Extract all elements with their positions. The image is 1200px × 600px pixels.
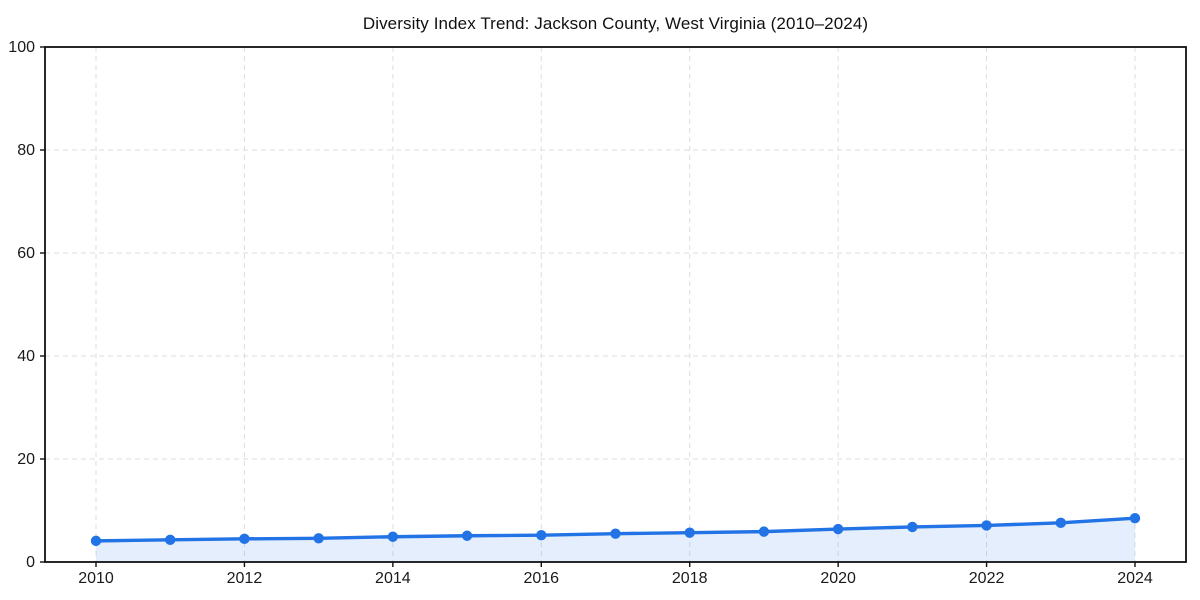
y-tick-label: 60	[17, 245, 35, 262]
data-point	[832, 523, 844, 535]
y-tick-label: 0	[26, 554, 35, 571]
data-point	[610, 528, 621, 539]
data-point	[1129, 513, 1141, 524]
y-tick-label: 20	[17, 451, 35, 468]
y-tick-label: 100	[8, 39, 35, 56]
data-point	[1055, 517, 1066, 529]
data-point	[758, 526, 770, 537]
data-point	[536, 530, 547, 541]
x-tick-label: 2010	[78, 570, 114, 587]
x-tick-label: 2024	[1117, 570, 1153, 587]
data-point	[239, 533, 250, 545]
plot-frame	[44, 46, 1187, 563]
data-point	[907, 521, 918, 533]
data-point	[684, 527, 695, 538]
chart-title: Diversity Index Trend: Jackson County, W…	[362, 14, 869, 33]
data-point	[981, 520, 992, 531]
x-tick-label: 2018	[672, 570, 708, 587]
data-point	[165, 534, 176, 546]
data-point	[90, 535, 102, 547]
x-tick-label: 2020	[820, 570, 856, 587]
x-tick-label: 2022	[969, 570, 1005, 587]
data-point	[387, 531, 399, 542]
data-point	[461, 530, 473, 541]
x-tick-label: 2014	[375, 570, 411, 587]
x-tick-label: 2016	[523, 570, 559, 587]
y-tick-label: 40	[17, 348, 35, 365]
y-tick-label: 80	[17, 142, 35, 159]
x-tick-label: 2012	[227, 570, 263, 587]
data-point	[313, 533, 324, 544]
